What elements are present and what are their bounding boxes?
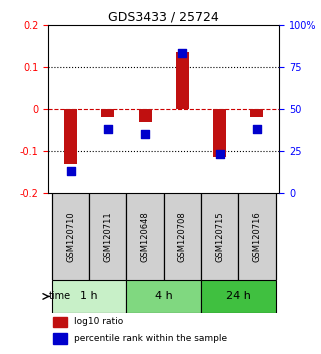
Text: GSM120711: GSM120711 — [103, 211, 112, 262]
FancyBboxPatch shape — [52, 280, 126, 313]
Bar — [53, 333, 67, 343]
Text: GSM120710: GSM120710 — [66, 211, 75, 262]
Text: GSM120648: GSM120648 — [141, 211, 150, 262]
FancyBboxPatch shape — [126, 280, 201, 313]
Text: log10 ratio: log10 ratio — [74, 317, 123, 326]
Text: 24 h: 24 h — [226, 291, 251, 302]
Text: 4 h: 4 h — [155, 291, 173, 302]
FancyBboxPatch shape — [164, 193, 201, 280]
Point — [180, 51, 185, 56]
Text: percentile rank within the sample: percentile rank within the sample — [74, 334, 227, 343]
Point — [217, 152, 222, 157]
FancyBboxPatch shape — [201, 280, 275, 313]
Title: GDS3433 / 25724: GDS3433 / 25724 — [108, 11, 219, 24]
FancyBboxPatch shape — [238, 193, 275, 280]
Bar — [176, 52, 189, 109]
Text: GSM120715: GSM120715 — [215, 211, 224, 262]
Bar — [64, 109, 77, 164]
Bar — [250, 109, 264, 117]
FancyBboxPatch shape — [201, 193, 238, 280]
Text: GSM120708: GSM120708 — [178, 211, 187, 262]
Text: GSM120716: GSM120716 — [252, 211, 261, 262]
Point — [68, 169, 73, 174]
Bar — [101, 109, 114, 117]
FancyBboxPatch shape — [89, 193, 126, 280]
FancyBboxPatch shape — [126, 193, 164, 280]
Text: 1 h: 1 h — [80, 291, 98, 302]
Point — [105, 126, 110, 132]
Bar — [53, 316, 67, 327]
Bar — [139, 109, 152, 121]
Point — [254, 126, 259, 132]
Bar — [213, 109, 226, 157]
Point — [143, 131, 148, 137]
Text: time: time — [49, 291, 71, 302]
FancyBboxPatch shape — [52, 193, 89, 280]
